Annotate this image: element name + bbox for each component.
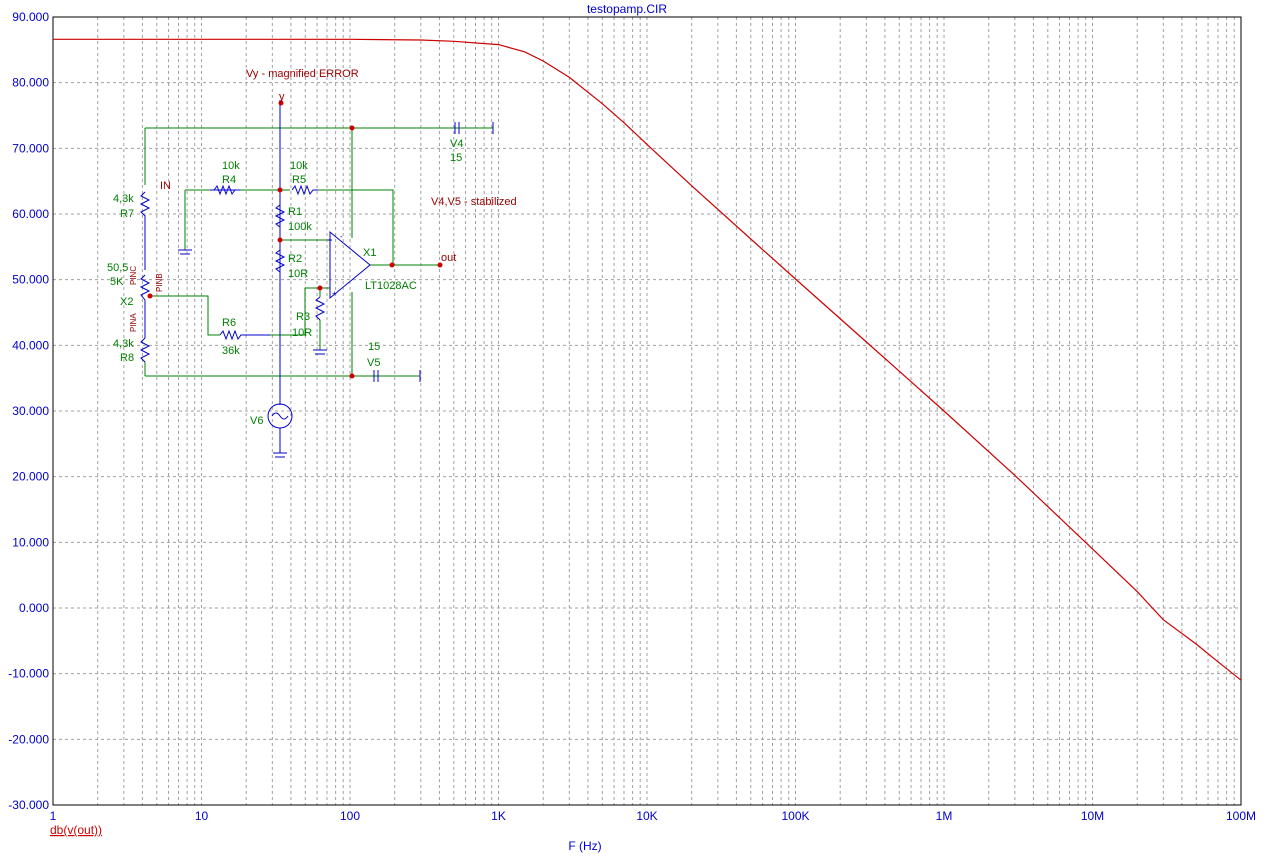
r7-name: R7 xyxy=(120,208,134,220)
r6-name: R6 xyxy=(222,317,236,329)
pin-b-label: PINB xyxy=(155,273,164,292)
x-tick-labels: 1 10 100 1K 10K 100K 1M 10M 100M xyxy=(50,809,1256,823)
x-tick-label: 100 xyxy=(340,809,360,823)
y-tick-label: 90.000 xyxy=(12,10,49,24)
y-tick-label: 70.000 xyxy=(12,141,49,155)
r6-value: 36k xyxy=(222,345,240,357)
plot-frame xyxy=(52,16,1242,806)
x1-opamp-triangle xyxy=(329,230,371,300)
r3-value: 10R xyxy=(292,327,312,339)
schematic-diagram: Vy - magnified ERROR y IN V4,V5 - stabil… xyxy=(107,68,517,458)
r5-zigzag xyxy=(291,184,318,196)
y-tick-label: 80.000 xyxy=(12,76,49,90)
x2-pot xyxy=(139,274,151,338)
x-tick-label: 1M xyxy=(936,809,953,823)
x-tick-label: 1 xyxy=(50,809,57,823)
r5-name: R5 xyxy=(292,174,306,186)
y-tick-label: 0.000 xyxy=(19,601,49,615)
r8-name: R8 xyxy=(120,352,134,364)
r1-value: 100k xyxy=(288,221,312,233)
x1-name: X1 xyxy=(363,247,376,259)
r8-zigzag xyxy=(139,337,151,363)
y-tick-label: 30.000 xyxy=(12,404,49,418)
v5-name: V5 xyxy=(367,357,380,369)
y-tick-labels: 90.000 80.000 70.000 60.000 50.000 40.000 30.0… xyxy=(8,10,49,812)
v6-source-circle xyxy=(267,403,293,429)
r2-name: R2 xyxy=(288,253,302,265)
x-tick-label: 10K xyxy=(636,809,657,823)
schematic-junctions xyxy=(147,100,443,379)
schematic-components xyxy=(139,100,494,458)
v4v5-note: V4,V5 - stabilized xyxy=(431,196,517,208)
x-axis-label: F (Hz) xyxy=(568,839,601,853)
y-tick-label: 20.000 xyxy=(12,470,49,484)
r2-value: 10R xyxy=(288,268,308,280)
r8-value: 4,3k xyxy=(113,338,134,350)
pin-c-label: PINC xyxy=(129,266,138,285)
r3-zigzag xyxy=(314,296,326,321)
series-layer xyxy=(53,38,1242,681)
x-tick-label: 1K xyxy=(491,809,506,823)
x2-name: X2 xyxy=(120,296,133,308)
r4-name: R4 xyxy=(222,174,236,186)
r7-value: 4,3k xyxy=(113,193,134,205)
r1-zigzag xyxy=(274,204,286,228)
v4-name: V4 xyxy=(450,138,463,150)
x-tick-label: 100K xyxy=(781,809,809,823)
node-out-label: out xyxy=(441,252,456,264)
x-tick-label: 10 xyxy=(195,809,209,823)
x-tick-label: 10M xyxy=(1081,809,1104,823)
node-in-label: IN xyxy=(160,180,171,192)
r6-zigzag xyxy=(219,329,270,341)
r4-value: 10k xyxy=(222,160,240,172)
series-line-db-vout xyxy=(53,38,1242,681)
y-tick-label: -20.000 xyxy=(8,732,49,746)
grid-layer xyxy=(53,17,1241,805)
chart-title: testopamp.CIR xyxy=(587,2,667,16)
x2-value1: 50,5 xyxy=(107,262,128,274)
v6-name: V6 xyxy=(250,415,263,427)
vy-note: Vy - magnified ERROR xyxy=(246,68,359,80)
opamp-minus-sign: - xyxy=(340,232,343,241)
r7-zigzag xyxy=(139,191,151,270)
v5-value: 15 xyxy=(368,341,380,353)
v4-value: 15 xyxy=(450,152,462,164)
r1-name: R1 xyxy=(288,206,302,218)
node-y-label: y xyxy=(279,91,285,103)
r2-zigzag xyxy=(274,249,286,273)
y-tick-label: -30.000 xyxy=(8,798,49,812)
y-tick-label: 60.000 xyxy=(12,207,49,221)
x1-model: LT1028AC xyxy=(365,280,417,292)
y-tick-label: 40.000 xyxy=(12,338,49,352)
opamp-plus-sign: + xyxy=(332,289,337,298)
pin-a-label: PINA xyxy=(129,313,138,332)
x-tick-label: 100M xyxy=(1226,809,1256,823)
x2-value2: 5K xyxy=(110,276,124,288)
y-tick-label: 50.000 xyxy=(12,273,49,287)
r4-zigzag xyxy=(213,184,236,196)
y-tick-label: 10.000 xyxy=(12,535,49,549)
legend-series-label[interactable]: db(v(out)) xyxy=(50,823,102,837)
r5-value: 10k xyxy=(290,160,308,172)
r3-name: R3 xyxy=(296,311,310,323)
y-tick-label: -10.000 xyxy=(8,667,49,681)
